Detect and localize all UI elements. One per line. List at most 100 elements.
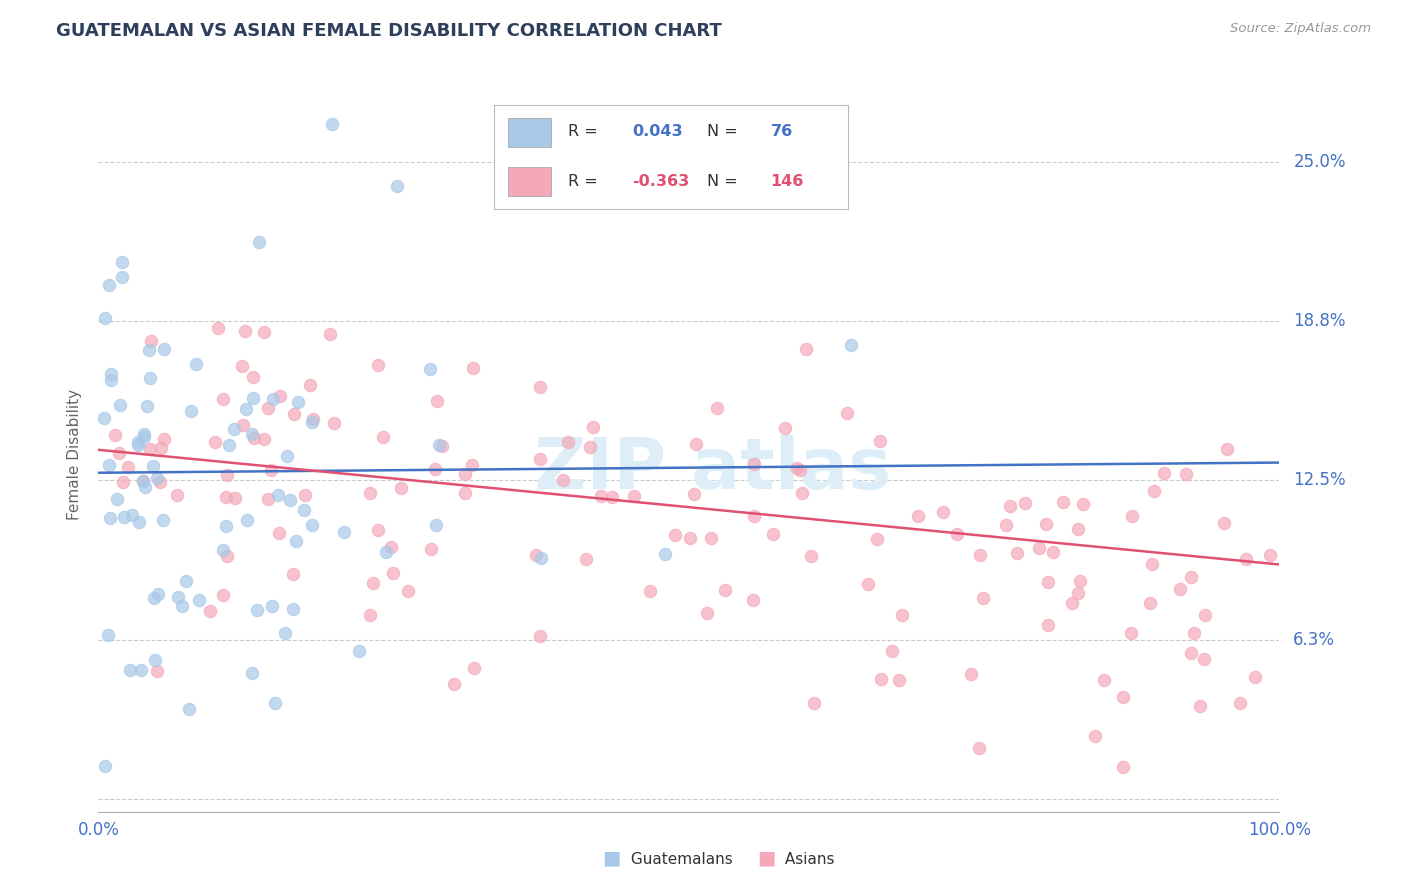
Point <box>104 428 127 442</box>
Point <box>1189 699 1212 714</box>
Point <box>526 548 548 562</box>
Point <box>742 509 765 524</box>
Point <box>529 629 551 643</box>
Text: ZIP atlas: ZIP atlas <box>534 434 891 504</box>
Point <box>262 392 284 406</box>
Point <box>269 526 291 541</box>
Point <box>803 696 825 710</box>
Point <box>301 517 323 532</box>
Point <box>361 576 384 591</box>
Text: 12.5%: 12.5% <box>1294 471 1346 490</box>
Point <box>1229 696 1251 710</box>
Point <box>150 441 173 455</box>
Text: Asians: Asians <box>780 852 835 867</box>
Point <box>461 360 484 375</box>
Point <box>142 591 165 606</box>
Point <box>529 452 551 467</box>
Point <box>280 493 302 508</box>
Point <box>112 475 135 489</box>
Point <box>243 431 266 445</box>
Point <box>932 505 955 519</box>
Point <box>167 590 190 604</box>
Point <box>247 235 270 249</box>
Point <box>166 487 188 501</box>
Point <box>1180 570 1202 584</box>
Point <box>553 473 575 487</box>
Text: 6.3%: 6.3% <box>1294 631 1336 648</box>
Point <box>1194 608 1216 623</box>
Point <box>141 334 163 349</box>
Point <box>870 672 893 686</box>
Point <box>742 457 765 471</box>
Point <box>706 401 728 415</box>
Point <box>679 531 702 545</box>
Point <box>557 434 579 449</box>
Point <box>111 255 134 269</box>
Point <box>143 653 166 667</box>
Point <box>232 417 254 432</box>
Point <box>152 343 174 357</box>
Point <box>1175 467 1198 481</box>
Point <box>800 549 823 564</box>
Point <box>127 438 149 452</box>
Point <box>276 450 298 464</box>
Point <box>212 543 235 558</box>
Point <box>218 438 240 452</box>
Point <box>184 357 207 371</box>
Point <box>262 599 284 614</box>
Point <box>371 430 394 444</box>
Point <box>1035 517 1057 532</box>
Point <box>299 377 322 392</box>
Point <box>283 407 305 421</box>
Point <box>1168 582 1191 596</box>
Point <box>100 373 122 387</box>
Point <box>741 592 763 607</box>
Point <box>240 427 263 442</box>
Point <box>425 518 447 533</box>
Point <box>794 342 817 356</box>
Point <box>396 583 419 598</box>
Point <box>685 437 707 451</box>
Point <box>367 358 389 372</box>
Point <box>1042 545 1064 559</box>
Point <box>591 489 613 503</box>
Point <box>423 462 446 476</box>
Point <box>1028 541 1050 555</box>
Point <box>257 401 280 415</box>
Point <box>426 393 449 408</box>
Point <box>301 412 323 426</box>
Point <box>579 440 602 454</box>
Point <box>146 587 169 601</box>
Point <box>700 531 723 545</box>
Point <box>623 490 645 504</box>
Point <box>176 574 198 588</box>
Point <box>367 524 389 538</box>
Point <box>138 371 160 385</box>
Point <box>207 321 229 335</box>
Point <box>93 759 115 773</box>
Point <box>1212 516 1234 530</box>
Point <box>242 392 264 406</box>
Point <box>323 417 346 431</box>
Point <box>1192 651 1215 665</box>
Point <box>132 429 155 443</box>
Point <box>319 326 342 341</box>
Point <box>215 490 238 504</box>
Point <box>132 427 155 442</box>
Point <box>204 435 226 450</box>
Point <box>460 458 482 473</box>
Text: Guatemalans: Guatemalans <box>626 852 733 867</box>
Point <box>869 434 891 448</box>
Point <box>301 415 323 429</box>
Point <box>359 485 381 500</box>
Point <box>374 544 396 558</box>
Point <box>530 550 553 565</box>
Point <box>149 475 172 489</box>
Point <box>235 513 257 527</box>
Point <box>136 400 159 414</box>
Point <box>762 527 785 541</box>
Point <box>292 502 315 516</box>
Text: ■: ■ <box>602 848 621 867</box>
Point <box>98 511 121 525</box>
Point <box>93 410 115 425</box>
